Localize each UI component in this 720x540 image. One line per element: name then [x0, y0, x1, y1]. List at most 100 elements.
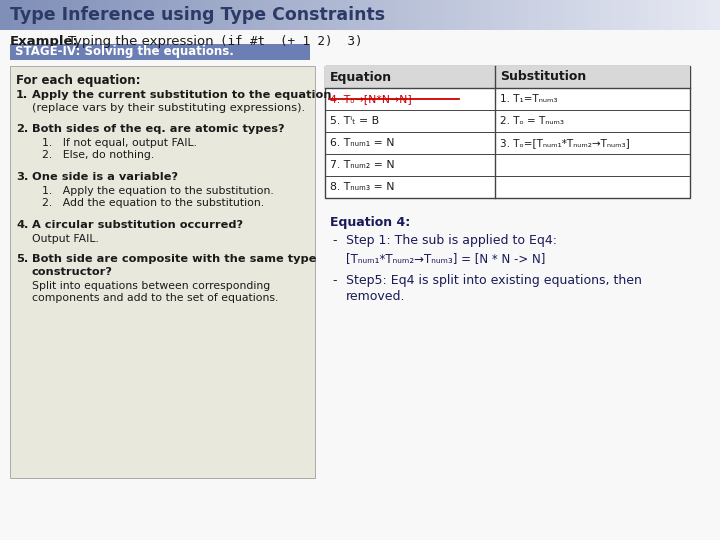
- Bar: [288, 0, 301, 30]
- Text: Typing the expression: Typing the expression: [68, 36, 214, 49]
- Text: Step5: Eq4 is split into existing equations, then: Step5: Eq4 is split into existing equati…: [346, 274, 642, 287]
- Bar: [48, 0, 61, 30]
- Bar: [600, 0, 613, 30]
- Text: removed.: removed.: [346, 290, 405, 303]
- Text: 3.: 3.: [16, 172, 28, 182]
- Bar: [180, 0, 193, 30]
- Bar: [12, 0, 25, 30]
- Bar: [96, 0, 109, 30]
- Bar: [672, 0, 685, 30]
- Bar: [0, 0, 13, 30]
- Bar: [444, 0, 457, 30]
- Bar: [216, 0, 229, 30]
- Text: 8. Tₙᵤₘ₃ = N: 8. Tₙᵤₘ₃ = N: [330, 182, 395, 192]
- Bar: [264, 0, 277, 30]
- Text: Example:: Example:: [10, 36, 79, 49]
- Text: (replace vars by their substituting expressions).: (replace vars by their substituting expr…: [32, 103, 305, 113]
- Text: Apply the current substitution to the equation: Apply the current substitution to the eq…: [32, 90, 331, 100]
- Bar: [276, 0, 289, 30]
- Text: Substitution: Substitution: [500, 71, 586, 84]
- Text: For each equation:: For each equation:: [16, 74, 140, 87]
- Text: Equation 4:: Equation 4:: [330, 216, 410, 229]
- Bar: [10, 44, 310, 60]
- Bar: [588, 0, 601, 30]
- Bar: [372, 0, 385, 30]
- Text: Equation: Equation: [330, 71, 392, 84]
- Bar: [528, 0, 541, 30]
- Bar: [36, 0, 49, 30]
- Text: 2. Tₒ = Tₙᵤₘ₃: 2. Tₒ = Tₙᵤₘ₃: [500, 116, 564, 126]
- Bar: [156, 0, 169, 30]
- Text: -: -: [332, 234, 336, 247]
- Bar: [480, 0, 493, 30]
- Bar: [492, 0, 505, 30]
- Text: A circular substitution occurred?: A circular substitution occurred?: [32, 220, 243, 230]
- Bar: [204, 0, 217, 30]
- Text: STAGE-IV: Solving the equations.: STAGE-IV: Solving the equations.: [15, 45, 234, 58]
- Bar: [504, 0, 517, 30]
- Text: components and add to the set of equations.: components and add to the set of equatio…: [32, 293, 279, 303]
- Text: [Tₙᵤₘ₁*Tₙᵤₘ₂→Tₙᵤₘ₃] = [N * N -> N]: [Tₙᵤₘ₁*Tₙᵤₘ₂→Tₙᵤₘ₃] = [N * N -> N]: [346, 252, 545, 265]
- Bar: [324, 0, 337, 30]
- Bar: [432, 0, 445, 30]
- Text: (if #t  (+ 1 2)  3): (if #t (+ 1 2) 3): [220, 36, 362, 49]
- Bar: [612, 0, 625, 30]
- Text: Split into equations between corresponding: Split into equations between correspondi…: [32, 281, 270, 291]
- Bar: [192, 0, 205, 30]
- Bar: [336, 0, 349, 30]
- Bar: [408, 0, 421, 30]
- Bar: [252, 0, 265, 30]
- Bar: [684, 0, 697, 30]
- Bar: [325, 66, 690, 198]
- Bar: [144, 0, 157, 30]
- Text: 6. Tₙᵤₘ₁ = N: 6. Tₙᵤₘ₁ = N: [330, 138, 395, 148]
- Bar: [348, 0, 361, 30]
- Text: 3. Tₒ=[Tₙᵤₘ₁*Tₙᵤₘ₂→Tₙᵤₘ₃]: 3. Tₒ=[Tₙᵤₘ₁*Tₙᵤₘ₂→Tₙᵤₘ₃]: [500, 138, 630, 148]
- Bar: [120, 0, 133, 30]
- Bar: [312, 0, 325, 30]
- Bar: [708, 0, 720, 30]
- Text: 4. Tₒ→[N*N→N]: 4. Tₒ→[N*N→N]: [330, 94, 412, 104]
- Bar: [132, 0, 145, 30]
- Bar: [60, 0, 73, 30]
- Bar: [325, 66, 690, 88]
- Text: 2.   Add the equation to the substitution.: 2. Add the equation to the substitution.: [42, 198, 264, 208]
- Bar: [552, 0, 565, 30]
- Bar: [564, 0, 577, 30]
- Bar: [240, 0, 253, 30]
- Bar: [108, 0, 121, 30]
- Bar: [228, 0, 241, 30]
- Bar: [300, 0, 313, 30]
- Text: Both sides of the eq. are atomic types?: Both sides of the eq. are atomic types?: [32, 124, 284, 134]
- Bar: [72, 0, 85, 30]
- Bar: [10, 66, 315, 478]
- Bar: [384, 0, 397, 30]
- Bar: [576, 0, 589, 30]
- Bar: [648, 0, 661, 30]
- Text: 1.   If not equal, output FAIL.: 1. If not equal, output FAIL.: [42, 138, 197, 148]
- Bar: [84, 0, 97, 30]
- Bar: [456, 0, 469, 30]
- Text: 2.   Else, do nothing.: 2. Else, do nothing.: [42, 150, 154, 160]
- Bar: [624, 0, 637, 30]
- Text: 1. T₁=Tₙᵤₘ₃: 1. T₁=Tₙᵤₘ₃: [500, 94, 557, 104]
- Bar: [516, 0, 529, 30]
- Text: 1.   Apply the equation to the substitution.: 1. Apply the equation to the substitutio…: [42, 186, 274, 196]
- Bar: [420, 0, 433, 30]
- Bar: [396, 0, 409, 30]
- Bar: [24, 0, 37, 30]
- Bar: [360, 0, 373, 30]
- Bar: [540, 0, 553, 30]
- Text: 5. Tⁱₜ = B: 5. Tⁱₜ = B: [330, 116, 379, 126]
- Text: 5.: 5.: [16, 254, 28, 264]
- Text: Type Inference using Type Constraints: Type Inference using Type Constraints: [10, 6, 385, 24]
- Text: 2.: 2.: [16, 124, 28, 134]
- Bar: [468, 0, 481, 30]
- Text: Step 1: The sub is applied to Eq4:: Step 1: The sub is applied to Eq4:: [346, 234, 557, 247]
- Bar: [696, 0, 709, 30]
- Text: 4.: 4.: [16, 220, 28, 230]
- Bar: [636, 0, 649, 30]
- Text: 1.: 1.: [16, 90, 28, 100]
- Text: Output FAIL.: Output FAIL.: [32, 234, 99, 244]
- Bar: [660, 0, 673, 30]
